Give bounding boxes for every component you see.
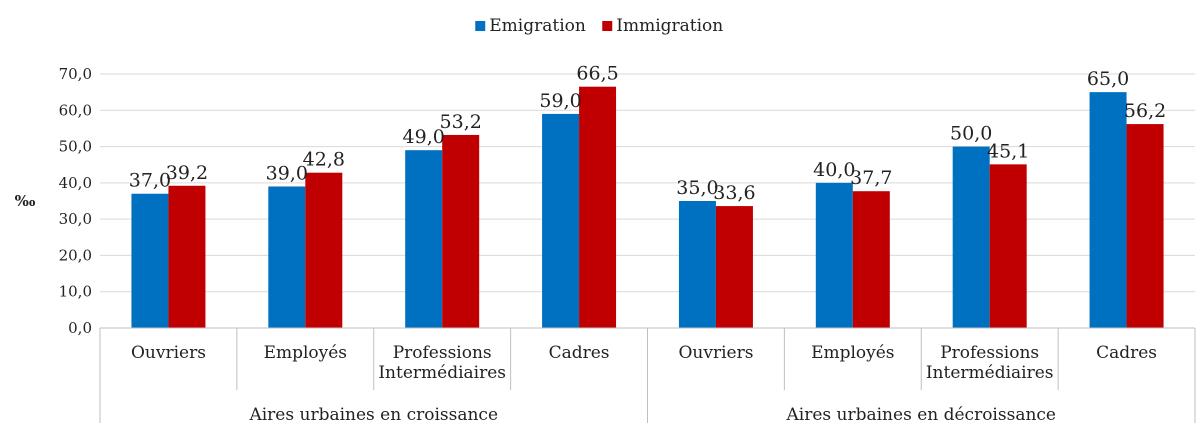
y-axis-ticks: 0,0 10,0 20,0 30,0 40,0 50,0 60,0 70,0 <box>59 65 92 337</box>
bars <box>131 86 1164 329</box>
bar-immigration <box>852 191 890 328</box>
group-label: Aires urbaines en croissance <box>248 405 498 423</box>
data-label: 37,7 <box>850 167 892 189</box>
bar-emigration <box>131 193 169 328</box>
data-label: 59,0 <box>539 90 581 112</box>
x-tick-label: Cadres <box>1096 343 1157 363</box>
data-label: 42,8 <box>303 149 345 171</box>
gridlines <box>100 73 1195 329</box>
data-label: 53,2 <box>440 111 482 133</box>
y-tick-label: 10,0 <box>59 283 92 301</box>
data-label: 49,0 <box>403 126 445 148</box>
x-tick-label: Cadres <box>549 343 610 363</box>
bar-immigration <box>989 164 1027 328</box>
legend-label: Immigration <box>616 16 723 36</box>
x-tick-label: Employés <box>811 343 894 363</box>
y-tick-label: 50,0 <box>59 138 92 156</box>
data-label: 37,0 <box>129 170 171 192</box>
data-label: 56,2 <box>1124 100 1166 122</box>
bar-immigration <box>715 206 753 328</box>
x-tick-label: Ouvriers <box>131 343 206 363</box>
data-label: 45,1 <box>987 140 1029 162</box>
legend-swatch-emigration <box>475 21 486 31</box>
data-label: 39,2 <box>166 162 208 184</box>
data-label: 33,6 <box>713 182 755 204</box>
legend-swatch-immigration <box>602 21 613 31</box>
bar-immigration <box>168 185 206 328</box>
data-label: 66,5 <box>576 63 618 85</box>
bar-emigration <box>952 146 990 328</box>
data-label: 65,0 <box>1087 68 1129 90</box>
bar-emigration <box>1089 92 1127 329</box>
data-labels: 37,0 39,0 49,0 59,0 35,0 40,0 50,0 65,0 39,2 42,8… <box>129 63 1166 204</box>
x-tick-label: Ouvriers <box>678 343 753 363</box>
bar-immigration <box>305 172 343 328</box>
group-label: Aires urbaines en décroissance <box>786 405 1057 423</box>
x-tick-label: Employés <box>264 343 347 363</box>
legend: Emigration Immigration <box>475 16 723 36</box>
y-tick-label: 30,0 <box>59 210 92 228</box>
bar-emigration <box>678 201 716 328</box>
data-label: 35,0 <box>676 177 718 199</box>
y-axis-label: ‰ <box>15 192 36 210</box>
y-tick-label: 60,0 <box>59 101 92 119</box>
bar-immigration <box>442 134 480 328</box>
bar-emigration <box>815 182 853 328</box>
y-tick-label: 70,0 <box>59 65 92 83</box>
x-tick-label: Professions Intermédiaires <box>926 343 1054 383</box>
bar-emigration <box>405 150 443 328</box>
bar-immigration <box>579 86 617 328</box>
bar-immigration <box>1126 124 1164 329</box>
bar-emigration <box>542 113 580 329</box>
y-tick-label: 20,0 <box>59 246 92 264</box>
x-tick-label: Professions Intermédiaires <box>378 343 506 383</box>
bar-emigration <box>268 186 306 328</box>
data-label: 50,0 <box>950 123 992 145</box>
y-tick-label: 0,0 <box>68 319 92 337</box>
data-label: 39,0 <box>266 162 308 184</box>
y-tick-label: 40,0 <box>59 174 92 192</box>
legend-label: Emigration <box>489 16 586 36</box>
x-axis: Ouvriers Employés Professions Intermédiaire… <box>99 327 1196 423</box>
data-label: 40,0 <box>813 159 855 181</box>
